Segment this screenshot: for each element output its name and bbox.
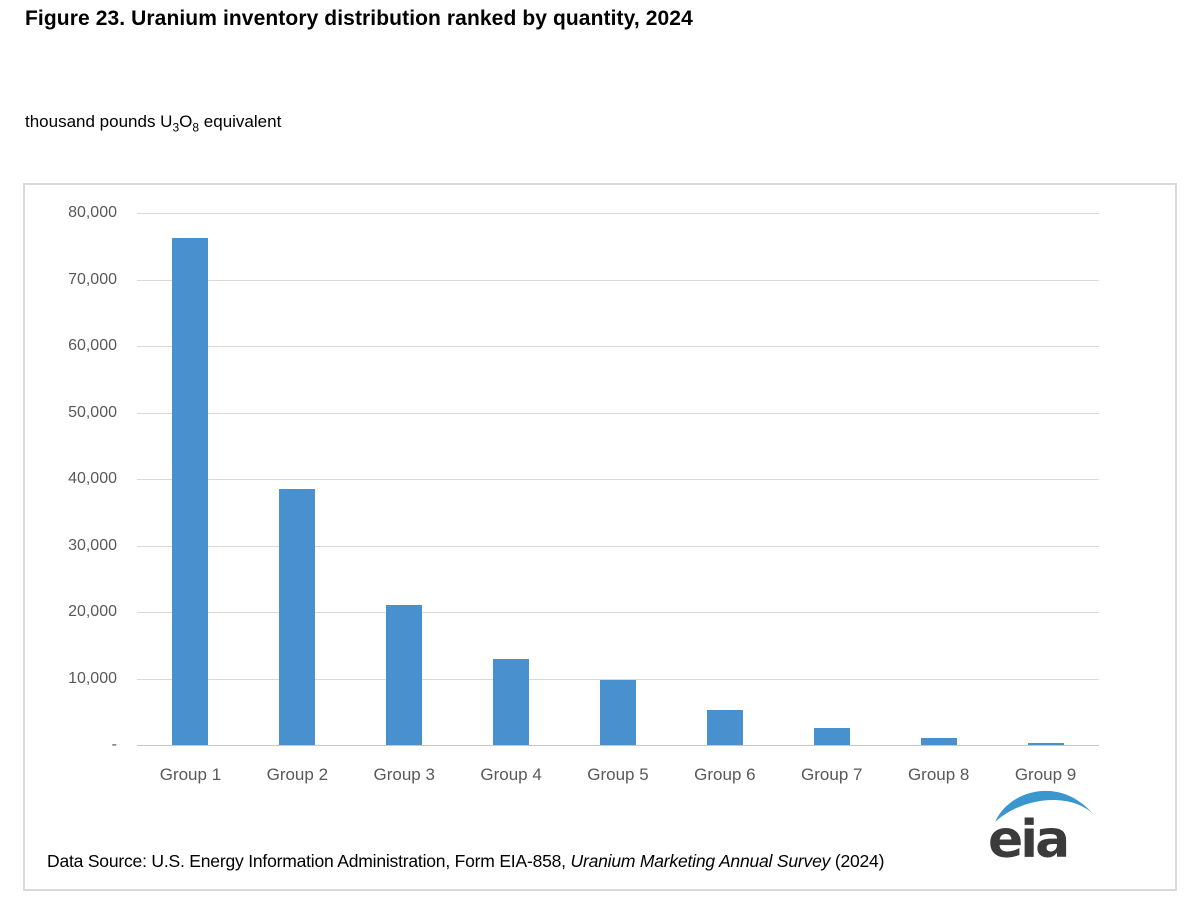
gridline [137, 479, 1099, 480]
data-source-prefix: Data Source: U.S. Energy Information Adm… [47, 851, 571, 871]
gridline [137, 279, 1099, 281]
y-tick-label: 60,000 [68, 337, 117, 354]
y-tick-label: - [111, 736, 117, 753]
figure-title: Figure 23. Uranium inventory distributio… [25, 7, 693, 30]
gridline [137, 213, 1099, 214]
eia-logo-swoosh-icon [995, 790, 1092, 822]
bar-group-1 [172, 238, 209, 745]
x-tick-label: Group 1 [159, 765, 222, 784]
chart-area: 80,000 70,000 60,000 50,000 40,000 30,000 20,0… [23, 183, 1177, 891]
bar-group-5 [600, 680, 636, 745]
x-tick-label: Group 7 [801, 765, 863, 784]
unit-label-o: O [179, 112, 193, 131]
data-source-survey-name: Uranium Marketing Annual Survey [570, 851, 831, 871]
x-tick-label: Group 8 [907, 765, 970, 784]
x-tick-label: Group 2 [266, 765, 329, 784]
bar-group-8 [920, 738, 957, 745]
unit-label-subscript-3: 3 [172, 120, 180, 135]
y-tick-label: 50,000 [68, 403, 117, 421]
y-tick-label: 70,000 [68, 270, 117, 288]
y-tick-label: 10,000 [68, 669, 117, 687]
bar-group-7 [813, 728, 850, 745]
unit-label-suffix: equivalent [199, 112, 282, 131]
eia-logo: eia [988, 790, 1092, 863]
bar-group-4 [493, 658, 530, 745]
x-tick-label: Group 6 [694, 765, 756, 784]
y-tick-label: 20,000 [68, 603, 117, 620]
unit-label-subscript-8: 8 [192, 120, 200, 135]
bar-group-6 [706, 709, 743, 745]
y-tick-label: 40,000 [68, 470, 117, 487]
data-source-suffix: (2024) [830, 851, 885, 871]
unit-label-prefix: thousand pounds U [25, 112, 173, 131]
gridline [137, 678, 1099, 680]
x-axis-line [137, 745, 1099, 746]
x-tick-label: Group 5 [587, 765, 649, 784]
eia-logo-text: eia [988, 810, 1067, 863]
bar-group-3 [386, 604, 423, 745]
unit-label: thousand pounds U3O8 equivalent [25, 112, 282, 135]
x-tick-label: Group 4 [480, 765, 542, 784]
x-tick-label: Group 9 [1014, 765, 1077, 784]
gridline [137, 346, 1099, 347]
bar-group-2 [279, 488, 316, 745]
bar-group-9 [1027, 743, 1064, 745]
y-tick-label: 30,000 [68, 536, 117, 554]
data-source-note: Data Source: U.S. Energy Information Adm… [47, 851, 884, 872]
y-tick-label: 80,000 [68, 204, 117, 221]
x-tick-label: Group 3 [373, 765, 435, 784]
gridline [137, 612, 1099, 613]
gridline [137, 545, 1099, 547]
gridline [137, 412, 1099, 414]
